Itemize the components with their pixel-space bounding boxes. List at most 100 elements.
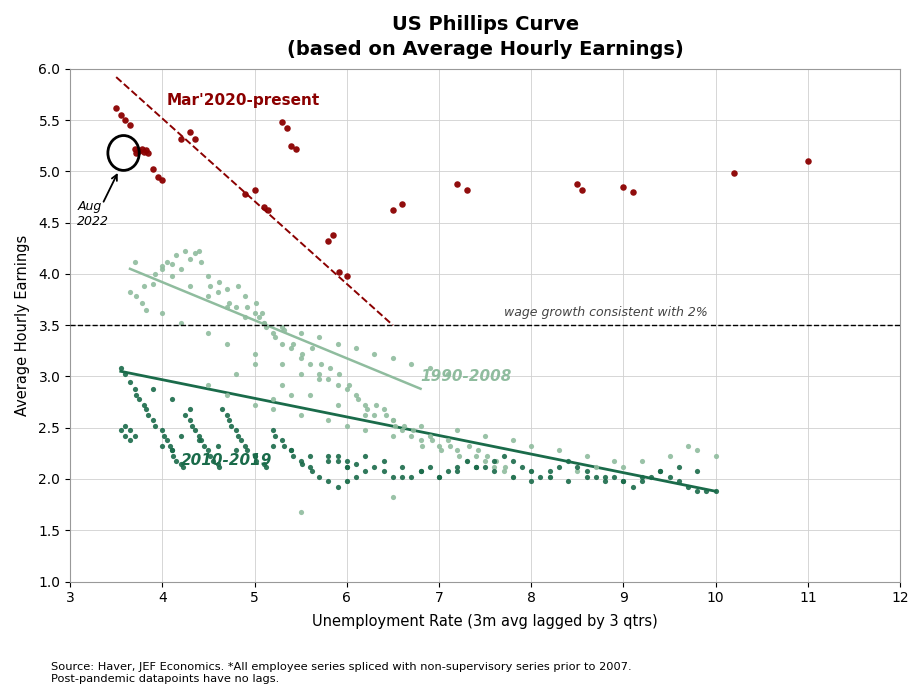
Point <box>203 451 218 462</box>
Point <box>164 258 179 269</box>
Point <box>169 250 184 261</box>
Point <box>681 441 696 452</box>
Point <box>727 168 742 179</box>
Point <box>220 284 235 295</box>
Point <box>378 410 393 421</box>
Point <box>579 451 594 462</box>
Point <box>185 420 200 431</box>
X-axis label: Unemployment Rate (3m avg lagged by 3 qtrs): Unemployment Rate (3m avg lagged by 3 qt… <box>312 614 658 628</box>
Point <box>295 348 310 359</box>
Point <box>166 451 181 462</box>
Point <box>395 199 409 210</box>
Point <box>575 184 590 195</box>
Point <box>139 145 153 156</box>
Point <box>709 486 723 497</box>
Point <box>174 430 188 441</box>
Point <box>690 486 705 497</box>
Point <box>295 458 310 469</box>
Point <box>376 403 391 415</box>
Point <box>118 430 133 441</box>
Point <box>350 394 365 405</box>
Point <box>496 451 511 462</box>
Point <box>369 399 383 410</box>
Point <box>311 471 326 482</box>
Point <box>321 373 335 384</box>
Point <box>607 471 622 482</box>
Point <box>128 256 142 267</box>
Point <box>332 266 346 277</box>
Point <box>404 471 419 482</box>
Point <box>480 451 494 462</box>
Point <box>261 205 275 216</box>
Point <box>194 435 209 446</box>
Point <box>183 127 198 138</box>
Point <box>432 471 446 482</box>
Point <box>284 390 298 401</box>
Y-axis label: Average Hourly Earnings: Average Hourly Earnings <box>15 235 30 416</box>
Point <box>139 403 153 415</box>
Point <box>395 424 409 435</box>
Point <box>192 246 207 257</box>
Point <box>256 202 271 213</box>
Point <box>385 471 400 482</box>
Point <box>339 420 354 431</box>
Point <box>570 178 585 189</box>
Text: wage growth consistent with 2%: wage growth consistent with 2% <box>504 306 707 319</box>
Point <box>148 268 163 280</box>
Point <box>201 445 216 456</box>
Point <box>552 445 566 456</box>
Point <box>561 455 576 466</box>
Point <box>164 445 179 456</box>
Point <box>321 235 335 246</box>
Point <box>220 301 235 312</box>
Point <box>330 399 345 410</box>
Point <box>653 465 668 476</box>
Point <box>203 281 218 292</box>
Point <box>247 184 261 195</box>
Point <box>137 147 152 158</box>
Point <box>139 304 153 316</box>
Point <box>237 188 252 199</box>
Point <box>579 465 594 476</box>
Point <box>146 414 161 425</box>
Point <box>239 445 254 456</box>
Point <box>358 410 372 421</box>
Point <box>332 369 346 380</box>
Point <box>542 471 557 482</box>
Point <box>339 455 354 466</box>
Point <box>174 133 188 144</box>
Point <box>265 403 280 415</box>
Point <box>459 455 474 466</box>
Point <box>284 140 298 152</box>
Point <box>570 461 585 472</box>
Point <box>339 461 354 472</box>
Point <box>487 461 502 472</box>
Point <box>155 260 170 271</box>
Point <box>415 441 430 452</box>
Point <box>284 343 298 354</box>
Point <box>222 297 237 308</box>
Point <box>293 410 308 421</box>
Point <box>304 343 319 354</box>
Point <box>635 475 650 486</box>
Point <box>681 482 696 493</box>
Point <box>385 352 400 363</box>
Title: US Phillips Curve
(based on Average Hourly Earnings): US Phillips Curve (based on Average Hour… <box>286 15 684 59</box>
Point <box>433 445 448 456</box>
Point <box>339 271 354 282</box>
Point <box>201 328 216 339</box>
Point <box>607 455 622 466</box>
Point <box>672 475 687 486</box>
Point <box>118 369 133 380</box>
Point <box>468 461 483 472</box>
Point <box>237 291 252 302</box>
Point <box>443 441 457 452</box>
Point <box>237 441 252 452</box>
Point <box>348 471 363 482</box>
Point <box>274 117 289 128</box>
Point <box>330 451 345 462</box>
Point <box>215 403 230 415</box>
Point <box>123 435 138 446</box>
Point <box>123 376 138 387</box>
Point <box>616 181 631 192</box>
